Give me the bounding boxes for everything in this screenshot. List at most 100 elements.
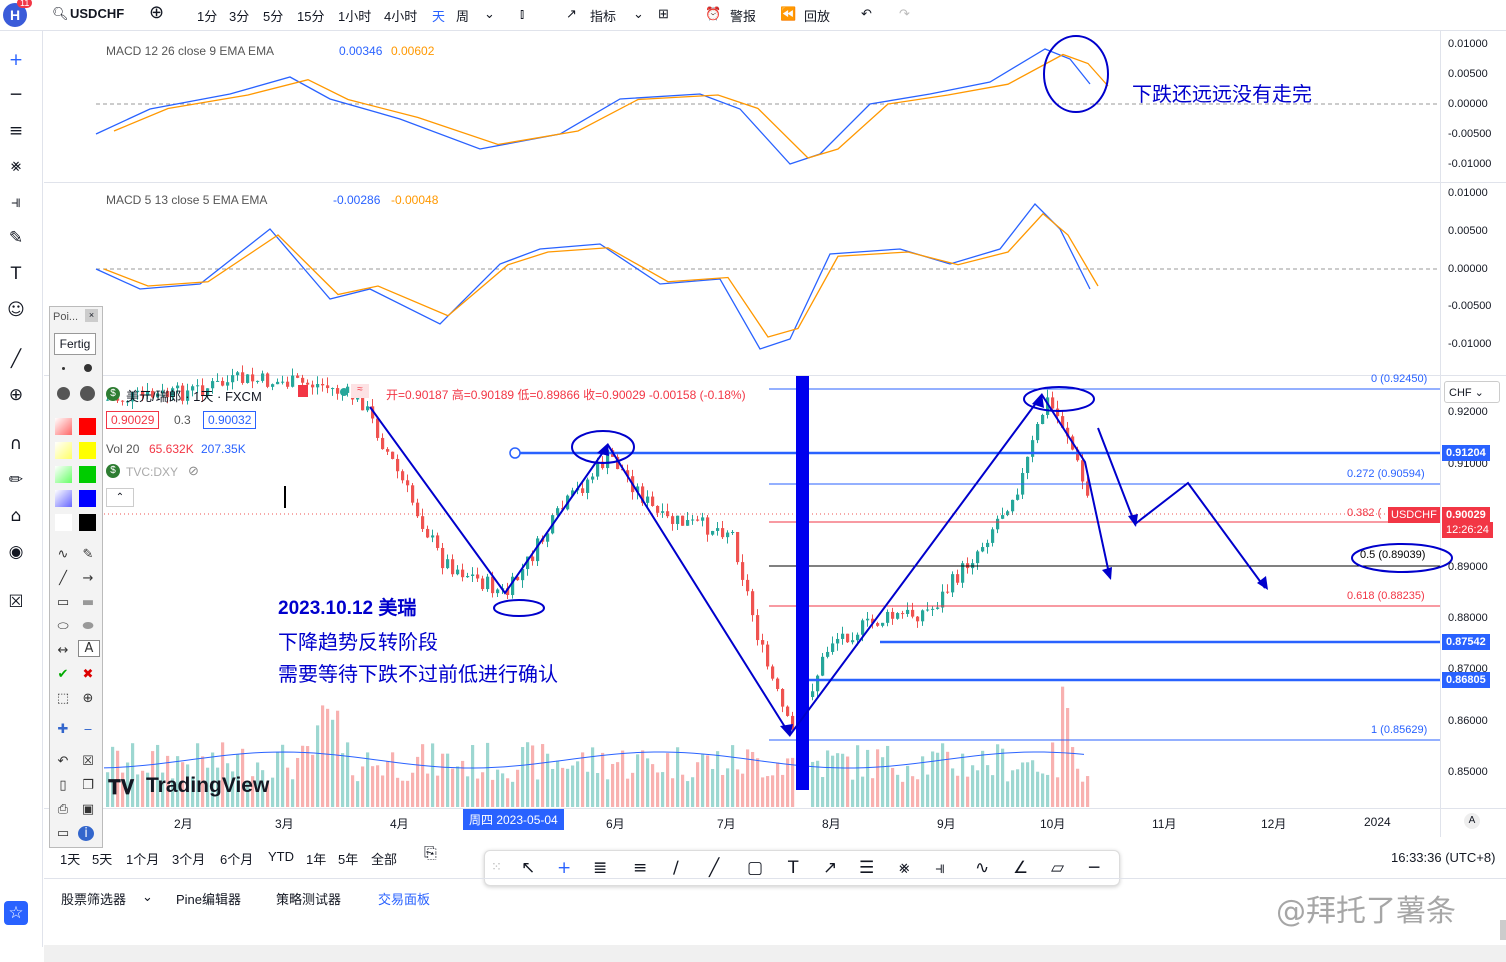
tab-strategy-tester[interactable]: 策略测试器 [276,892,342,907]
timeframe-0[interactable]: 1分 [197,9,218,24]
favorites-star-icon[interactable]: ☆ [4,901,28,925]
indicators-icon[interactable]: ↗ [566,6,577,21]
flag-icon[interactable] [298,385,308,397]
color-swatch-green[interactable] [79,466,96,483]
done-button[interactable]: Fertig [54,333,96,355]
redo-icon[interactable]: ↷ [899,6,910,21]
pattern-icon[interactable]: ⨳ [10,156,22,176]
hidden-eye-icon[interactable]: ⊘ [188,463,199,478]
minus-icon[interactable]: ‒ [83,722,93,737]
ray-icon[interactable]: ╱ [709,858,720,878]
select-icon[interactable]: ⬚ [56,691,70,706]
lock-icon[interactable]: ⌂ [10,506,22,526]
trash-icon[interactable]: ☒ [8,592,24,612]
dxy-label[interactable]: TVC:DXY [126,465,179,479]
horizontal-line-icon[interactable]: ─ [1089,858,1100,878]
panel-close-button[interactable]: × [85,309,98,322]
volume-label[interactable]: Vol 20 [106,442,140,456]
timeframe-1[interactable]: 3分 [229,9,250,24]
xlarge-dot-size[interactable] [80,386,95,401]
small-dot-size[interactable] [62,367,65,370]
range-0[interactable]: 1天 [60,852,81,867]
text-tool-icon[interactable]: A [78,640,100,657]
long-position-icon[interactable]: ⫣ [935,858,946,878]
pane-divider[interactable] [44,182,1506,183]
color-swatch-lightyellow[interactable] [55,442,72,459]
drag-handle-icon[interactable]: ⁙ [491,860,502,875]
macd2-label[interactable]: MACD 5 13 close 5 EMA EMA [106,193,268,207]
fib-tool-icon[interactable]: ☰ [859,858,875,878]
save-icon[interactable]: ▣ [81,802,95,817]
timeframe-4[interactable]: 1小时 [338,9,372,24]
emoji-icon[interactable]: ☺ [7,300,25,320]
indicators-dropdown-icon[interactable]: ⌄ [633,6,644,21]
rectangle-icon[interactable]: ▢ [747,858,764,878]
color-swatch-blue[interactable] [79,490,96,507]
zoom-icon[interactable]: ⊕ [8,385,24,405]
tab-stock-screener[interactable]: 股票筛选器 [61,892,127,907]
timeframe-5[interactable]: 4小时 [384,9,418,24]
collapse-legend-button[interactable]: ⌃ [106,488,134,507]
range-6[interactable]: 1年 [306,852,327,867]
arrow-line-icon[interactable]: → [82,571,94,586]
highlighter-icon[interactable]: ✎ [82,547,94,562]
rect-filled-icon[interactable]: ▬ [81,595,95,610]
path-icon[interactable]: ∿ [975,858,990,878]
replay-icon[interactable]: ⏪ [780,6,797,21]
ask-box[interactable]: 0.90032 [203,411,257,429]
fib-icon[interactable]: ≡ [8,121,24,141]
timeframe-7[interactable]: 周 [456,9,470,24]
ellipse-outline-icon[interactable]: ⬭ [57,619,69,634]
color-swatch-yellow[interactable] [79,442,96,459]
goto-date-icon[interactable]: ⎘ [424,845,437,862]
new-page-icon[interactable]: ▯ [59,778,67,793]
candle-type-icon[interactable]: ⫾ [520,6,525,21]
range-7[interactable]: 5年 [338,852,359,867]
trend-line-icon[interactable]: ─ [10,85,22,105]
freehand-icon[interactable]: ∿ [57,547,69,562]
print-icon[interactable]: ⎙ [57,802,69,817]
checkmark-icon[interactable]: ✔ [57,667,69,682]
parallel-channel-icon[interactable]: ≣ [593,858,608,878]
alert-icon[interactable]: ⏰ [705,6,722,21]
color-swatch-white[interactable] [55,514,72,531]
color-swatch-lightgreen[interactable] [55,466,72,483]
range-2[interactable]: 1个月 [126,852,160,867]
arrow-tool-icon[interactable]: ↗ [823,858,838,878]
search-icon[interactable]: 🔍︎ [52,6,69,21]
eye-icon[interactable]: ◉ [8,542,24,562]
color-swatch-red[interactable] [79,418,96,435]
replay-button[interactable]: 回放 [804,9,831,24]
screen-icon[interactable]: ▭ [56,826,70,841]
large-dot-size[interactable] [57,387,70,400]
zoom-select-icon[interactable]: ⊕ [82,691,94,706]
macd1-label[interactable]: MACD 12 26 close 9 EMA EMA [106,44,275,58]
undo-icon[interactable]: ↶ [57,754,69,769]
timeframe-3[interactable]: 15分 [297,9,325,24]
crosshair-icon[interactable]: + [8,50,24,70]
color-swatch-lightblue[interactable] [55,490,72,507]
eraser-icon[interactable]: ▱ [1051,858,1065,878]
text-tool-icon[interactable]: T [788,858,799,878]
text-icon[interactable]: T [10,264,22,284]
range-4[interactable]: 6个月 [220,852,254,867]
layout-grid-icon[interactable]: ⊞ [658,6,669,21]
range-3[interactable]: 3个月 [172,852,206,867]
angle-icon[interactable]: ∠ [1013,858,1029,878]
indicators-button[interactable]: 指标 [590,9,617,24]
ruler-icon[interactable]: ╱ [10,349,22,369]
info-icon[interactable]: i [78,826,94,841]
trend-line-icon[interactable]: ∕ [673,858,679,878]
currency-selector[interactable]: CHF ⌄ [1444,381,1500,403]
tab-screener-dropdown-icon[interactable]: ⌄ [142,889,153,904]
pane-divider[interactable] [44,375,1506,376]
pattern-tool-icon[interactable]: ⨳ [899,858,910,878]
tab-trading-panel[interactable]: 交易面板 [378,892,431,907]
ellipse-filled-icon[interactable]: ⬬ [82,619,94,634]
brush-icon[interactable]: ✎ [8,228,24,248]
double-arrow-icon[interactable]: ↔ [57,643,69,658]
copy-icon[interactable]: ❐ [82,778,94,793]
cross-mark-icon[interactable]: ✖ [82,667,94,682]
compare-add-icon[interactable]: ⊕ [149,2,165,22]
